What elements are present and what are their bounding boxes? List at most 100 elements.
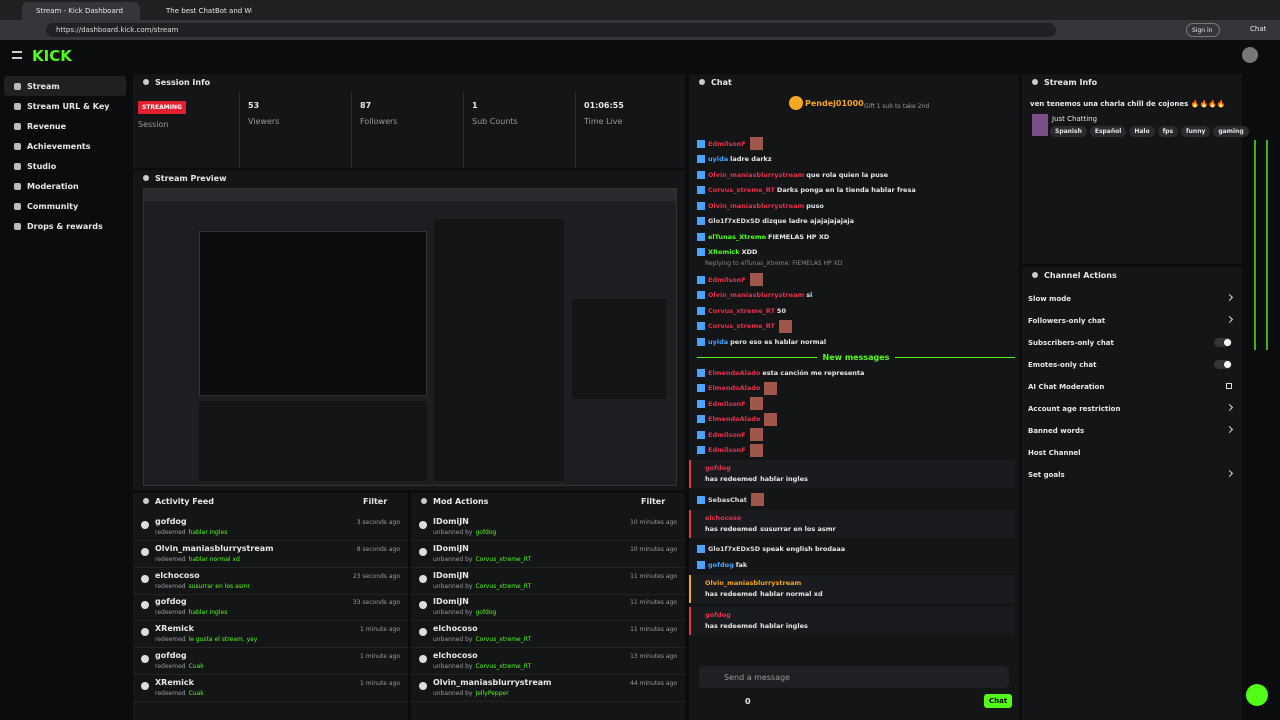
nav-item[interactable]: Studio (4, 156, 126, 176)
action-label[interactable]: Subscribers-only chat (1028, 339, 1114, 347)
tag[interactable]: gaming (1213, 126, 1249, 137)
feed-sep (411, 620, 685, 622)
chat-user[interactable]: uyida (708, 337, 729, 346)
filter[interactable]: Filter (363, 497, 388, 506)
tag[interactable]: Spanish (1050, 126, 1087, 137)
avatar[interactable] (1242, 47, 1258, 63)
tag[interactable]: Halo (1129, 126, 1155, 137)
nav-item[interactable]: Drops & rewards (4, 216, 126, 236)
feed-user[interactable]: gofdog (155, 517, 187, 526)
chat-user[interactable]: SebasChat (708, 495, 747, 504)
knob (1224, 339, 1231, 346)
redeem-user[interactable]: elchocoso (705, 513, 742, 522)
chat-user[interactable]: ElmendoAlado (708, 384, 761, 393)
chat-user[interactable]: XRemick (708, 248, 740, 257)
sign-in[interactable]: Sign in (1186, 23, 1220, 37)
chat-user[interactable]: EdmilsonF (708, 446, 746, 455)
chat-user[interactable]: Corvus_xtreme_RT (708, 322, 775, 331)
feed-user[interactable]: gofdog (155, 651, 187, 660)
tag[interactable]: funny (1181, 126, 1211, 137)
nav-item[interactable]: Achievements (4, 136, 126, 156)
action-label[interactable]: Banned words (1028, 427, 1085, 435)
feed-user[interactable]: IDomiJN (433, 597, 469, 607)
chevron[interactable] (1225, 315, 1234, 324)
icon (1032, 79, 1038, 85)
feed-user[interactable]: Olvin_maniasblurrystream (155, 543, 274, 553)
redeem-user[interactable]: Olvin_maniasblurrystream (705, 578, 802, 587)
panel-title: Mod Actions (411, 493, 685, 509)
action-label[interactable]: Account age restriction (1028, 405, 1121, 413)
action-label[interactable]: Set goals (1028, 471, 1065, 479)
external-icon[interactable] (1226, 383, 1232, 389)
feed-user[interactable]: Olvin_maniasblurrystream (433, 677, 552, 687)
feed-value: le gusta el stream. yay (188, 636, 258, 644)
nav-item[interactable]: Community (4, 196, 126, 216)
chat-user[interactable]: EdmilsonF (708, 430, 746, 439)
chat-user[interactable]: Corvus_xtreme_RT (708, 306, 775, 315)
top-gifter[interactable]: Pendej01000 (805, 99, 864, 108)
chat-user[interactable]: Olvin_maniasblurrystream (708, 201, 805, 210)
new-messages-divider: New messages (697, 350, 1015, 366)
redeem-user[interactable]: gofdog (705, 464, 731, 472)
chat-message: ElmendoAlado esta canción me representa (697, 365, 1015, 381)
toggle[interactable] (1214, 338, 1232, 347)
chat-user[interactable]: EdmilsonF (708, 275, 746, 284)
chat-user[interactable]: Olvin_maniasblurrystream (708, 291, 805, 300)
feed-time: 23 seconds ago (352, 572, 400, 580)
chat-user[interactable]: ElmendoAlado (708, 415, 761, 424)
nav-item[interactable]: Stream (4, 76, 126, 96)
url[interactable]: https://dashboard.kick.com/stream (46, 23, 1056, 37)
menu-icon[interactable] (12, 51, 22, 59)
chat-user[interactable]: ElmendoAlado (708, 368, 761, 377)
action-label[interactable]: Host Channel (1028, 449, 1081, 457)
help-button[interactable] (1246, 684, 1268, 706)
tag[interactable]: Español (1089, 126, 1127, 137)
action-label[interactable]: Emotes-only chat (1028, 361, 1097, 369)
chat-user[interactable]: Glo1f7xEDxSD (708, 217, 761, 226)
browser-chat[interactable]: Chat (1250, 25, 1267, 33)
feed-user[interactable]: IDomiJN (433, 517, 469, 526)
chat-user[interactable]: uyida (708, 155, 729, 164)
chat-user[interactable]: Glo1f7xEDxSD (708, 545, 761, 554)
feed-user[interactable]: elchocoso (433, 624, 478, 634)
chevron[interactable] (1225, 469, 1234, 478)
gift-cta[interactable]: Gift 1 sub to take 2nd (864, 103, 930, 110)
rail-icons[interactable] (1254, 140, 1268, 350)
filter[interactable]: Filter (641, 497, 666, 506)
nav-item[interactable]: Stream URL & Key (4, 96, 126, 116)
action-label[interactable]: Followers-only chat (1028, 317, 1106, 325)
nav-icon (14, 202, 21, 210)
feed-user[interactable]: XRemick (155, 624, 194, 634)
tag[interactable]: fps (1157, 126, 1179, 137)
feed-user[interactable]: IDomiJN (433, 543, 469, 553)
feed-user[interactable]: elchocoso (155, 570, 200, 580)
toggle[interactable] (1214, 360, 1232, 369)
redeem-user[interactable]: gofdog (705, 610, 731, 619)
feed-user[interactable]: IDomiJN (433, 570, 469, 580)
chat-user[interactable]: EdmilsonF (708, 139, 746, 148)
chat-user[interactable]: gofdog (708, 560, 734, 569)
activity-panel: Activity Feed Filter gofdog redeemed habla… (133, 493, 408, 720)
chat-user[interactable]: Olvin_maniasblurrystream (708, 170, 805, 179)
chat-user[interactable]: Corvus_xtreme_RT (708, 186, 775, 195)
tab[interactable]: Stream - Kick Dashboard (22, 2, 140, 20)
feed-user[interactable]: elchocoso (433, 651, 478, 660)
feed-user[interactable]: gofdog (155, 597, 187, 607)
nav-item[interactable]: Moderation (4, 176, 126, 196)
chevron[interactable] (1225, 425, 1234, 434)
nav-item[interactable]: Revenue (4, 116, 126, 136)
badge (697, 232, 705, 241)
chat-user[interactable]: elTunas_Xtreme (708, 232, 767, 241)
feed-time: 8 seconds ago (356, 545, 400, 553)
feed-value: hablar normal xd (188, 555, 240, 563)
chevron[interactable] (1225, 293, 1234, 302)
feed-user[interactable]: XRemick (155, 677, 194, 687)
tab[interactable]: The best ChatBot and Widgets (166, 7, 252, 15)
action-label[interactable]: Slow mode (1028, 295, 1072, 303)
send-button[interactable]: Chat (984, 694, 1013, 708)
chat-user[interactable]: EdmilsonF (708, 399, 746, 408)
action-label[interactable]: AI Chat Moderation (1028, 383, 1105, 391)
video-browser-bar (144, 189, 676, 201)
chat-input[interactable]: Send a message (699, 666, 1009, 688)
chevron[interactable] (1225, 403, 1234, 412)
